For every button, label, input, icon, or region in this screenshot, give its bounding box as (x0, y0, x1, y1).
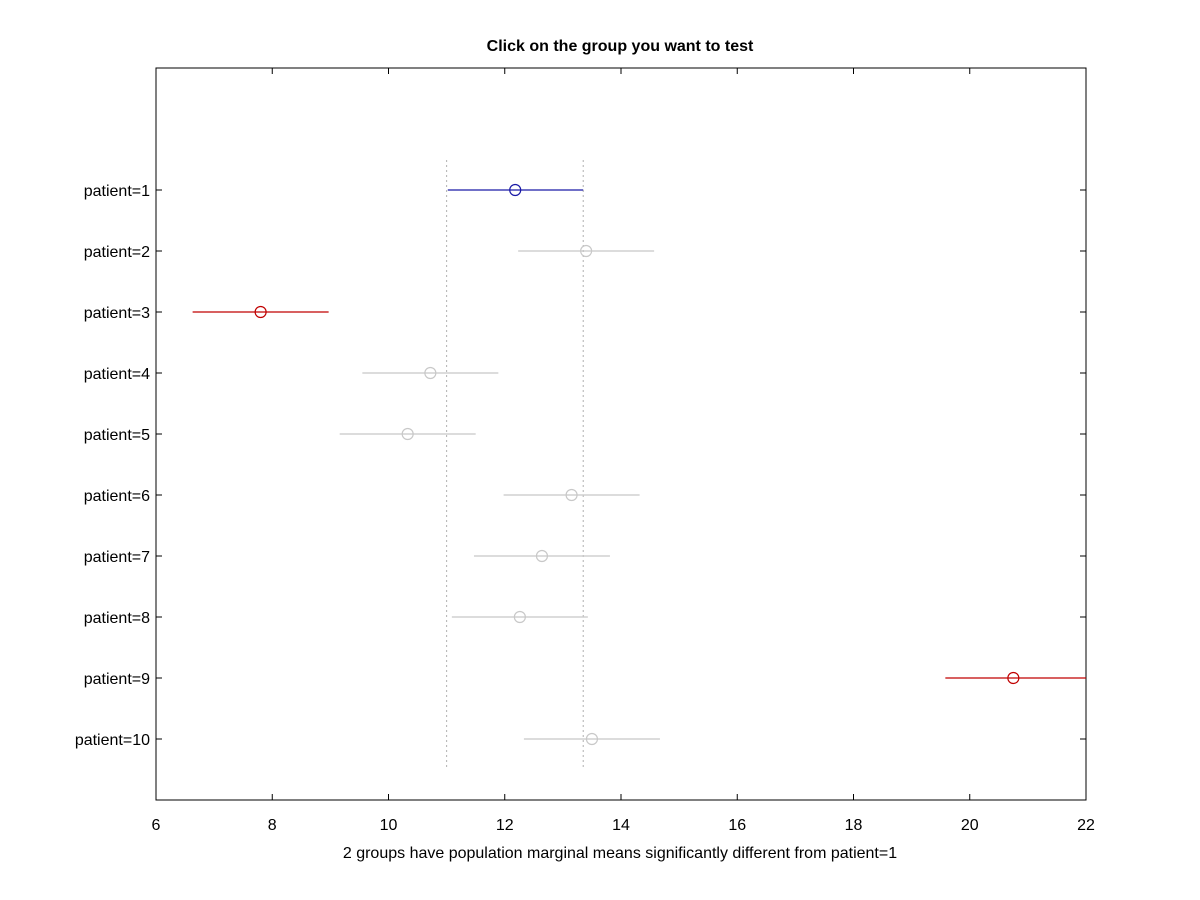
group-row[interactable] (945, 671, 1086, 685)
y-tick-label: patient=2 (84, 244, 150, 261)
mean-marker[interactable] (509, 183, 522, 197)
group-row[interactable] (447, 183, 584, 197)
x-tick-label: 14 (612, 817, 630, 834)
group-row[interactable] (503, 488, 640, 502)
y-tick-label: patient=5 (84, 427, 150, 444)
x-tick-label: 18 (845, 817, 863, 834)
x-tick-label: 22 (1077, 817, 1095, 834)
group-row[interactable] (518, 244, 655, 258)
mean-marker[interactable] (513, 610, 526, 624)
mean-marker[interactable] (254, 305, 267, 319)
x-axis-label: 2 groups have population marginal means … (343, 845, 897, 862)
mean-marker[interactable] (580, 244, 593, 258)
group-row[interactable] (523, 732, 660, 746)
group-row[interactable] (473, 549, 610, 563)
y-tick-labels: patient=1 patient=2 patient=3 patient=4 pati… (75, 183, 150, 749)
mean-marker[interactable] (401, 427, 414, 441)
y-tick-label: patient=9 (84, 671, 150, 688)
y-tick-label: patient=1 (84, 183, 150, 200)
x-tick-label: 6 (152, 817, 161, 834)
group-row[interactable] (339, 427, 476, 441)
reference-lines (446, 160, 584, 770)
mean-marker[interactable] (565, 488, 578, 502)
mean-marker[interactable] (585, 732, 599, 746)
y-tick-label: patient=6 (84, 488, 150, 505)
plot-area[interactable] (155, 67, 1087, 801)
group-row[interactable] (192, 305, 329, 319)
y-tick-label: patient=4 (84, 366, 150, 383)
x-tick-label: 20 (961, 817, 979, 834)
group-row[interactable] (451, 610, 588, 624)
x-tick-labels: 6 8 10 12 14 16 18 20 22 (152, 817, 1095, 834)
y-tick-label: patient=8 (84, 610, 150, 627)
chart-title: Click on the group you want to test (487, 38, 754, 55)
group-intervals (192, 183, 1086, 746)
group-row[interactable] (362, 366, 499, 380)
x-tick-label: 12 (496, 817, 514, 834)
y-tick-label: patient=10 (75, 732, 150, 749)
y-tick-label: patient=3 (84, 305, 150, 322)
x-tick-label: 10 (380, 817, 398, 834)
axis-ticks (155, 68, 1087, 800)
x-tick-label: 16 (728, 817, 746, 834)
mean-marker[interactable] (424, 366, 437, 380)
mean-marker[interactable] (535, 549, 549, 563)
y-tick-label: patient=7 (84, 549, 150, 566)
mean-marker[interactable] (1007, 671, 1020, 685)
x-tick-label: 8 (268, 817, 277, 834)
